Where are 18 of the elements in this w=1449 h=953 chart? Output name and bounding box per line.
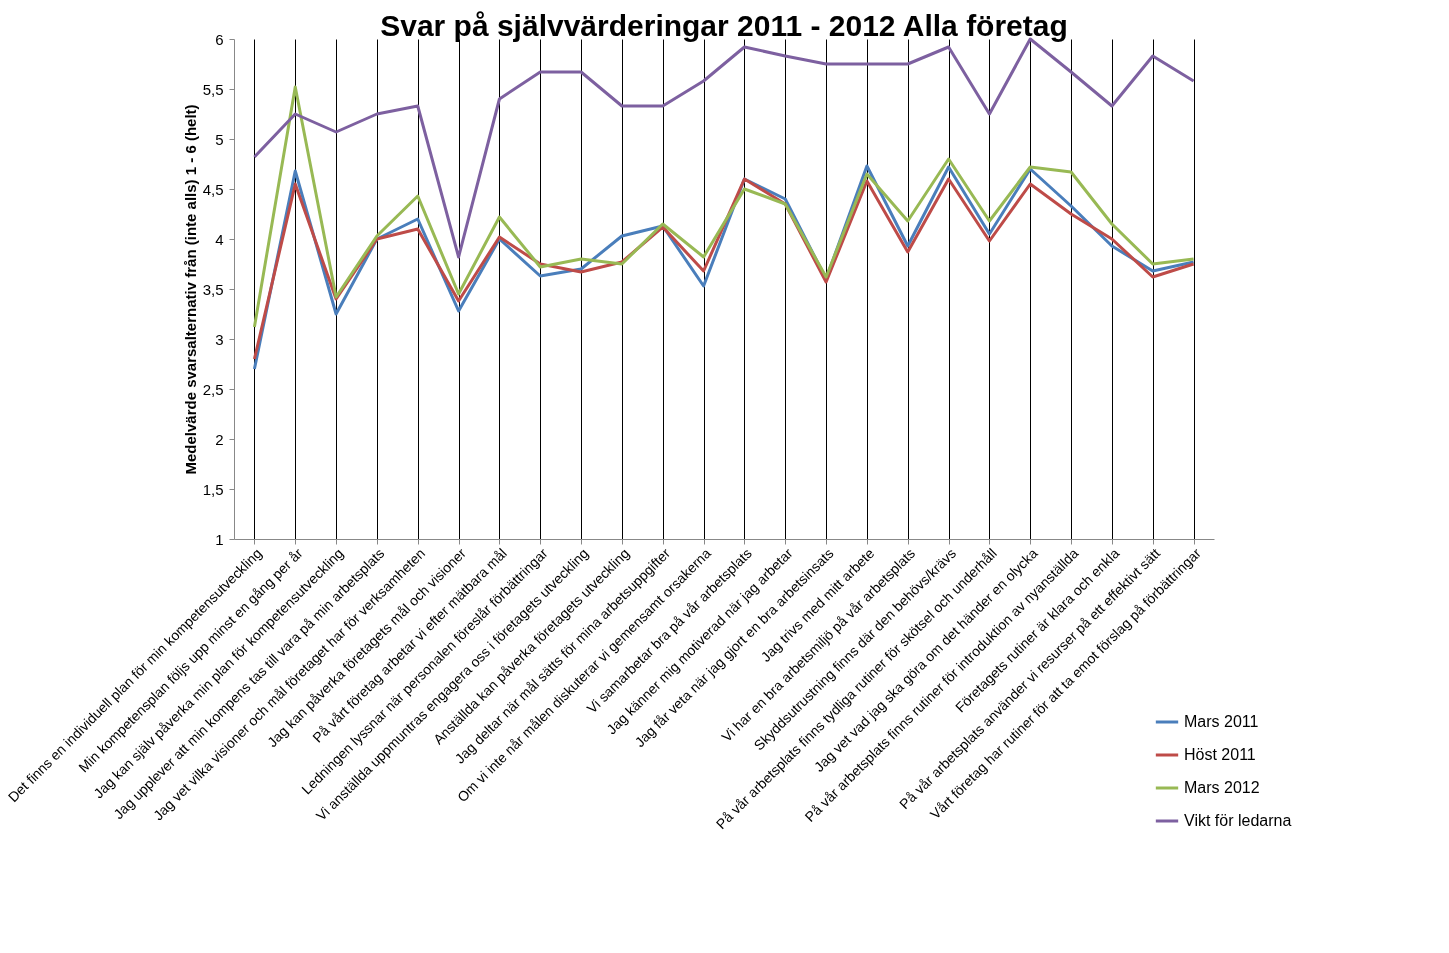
chart-title: Svar på självvärderingar 2011 - 2012 Alla företag: [380, 9, 1068, 42]
y-tick-label: 1: [215, 530, 224, 548]
y-tick-label: 1,5: [202, 480, 224, 498]
y-tick-label: 5: [215, 130, 224, 148]
legend-label: Höst 2011: [1184, 746, 1256, 763]
y-axis-title: Medelvärde svarsalternativ från (inte alls) 1 - 6 (helt): [181, 104, 199, 475]
y-tick-label: 2,5: [202, 380, 224, 398]
y-tick-label: 6: [215, 30, 224, 48]
legend-label: Mars 2011: [1184, 713, 1259, 730]
y-tick-label: 2: [215, 430, 224, 448]
y-tick-label: 3,5: [202, 280, 224, 298]
y-tick-label: 3: [215, 330, 224, 348]
y-tick-label: 4: [215, 230, 224, 248]
line-series: [252, 85, 1196, 329]
legend-label: Vikt för ledarna: [1184, 812, 1292, 829]
y-tick-label: 4,5: [202, 180, 224, 198]
y-tick-label: 5,5: [202, 80, 224, 98]
legend-label: Mars 2012: [1184, 779, 1260, 796]
